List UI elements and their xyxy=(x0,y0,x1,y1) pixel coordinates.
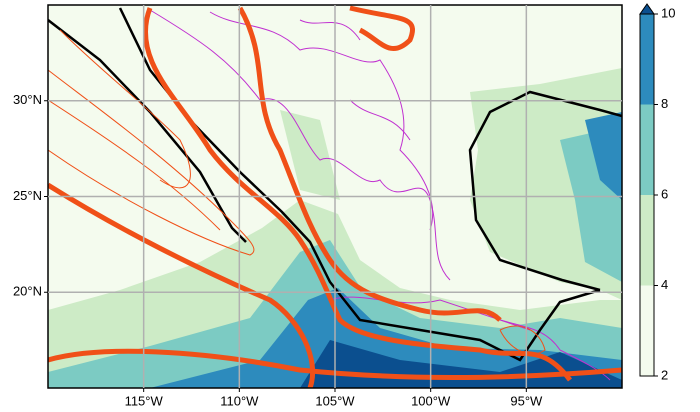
y-tick-label: 30°N xyxy=(13,92,42,107)
x-tick-label: 100°W xyxy=(411,393,451,408)
colorbar-tick-label: 10 xyxy=(661,5,675,20)
x-tick-label: 95°W xyxy=(510,393,543,408)
y-tick-label: 20°N xyxy=(13,284,42,299)
colorbar-band xyxy=(640,285,654,376)
x-tick-label: 115°W xyxy=(125,393,164,408)
colorbar-band xyxy=(640,14,654,105)
orange-contours xyxy=(48,5,622,388)
colorbar-tick-label: 4 xyxy=(661,277,668,292)
colorbar-tick-label: 2 xyxy=(661,367,668,382)
colorbar-band xyxy=(640,195,654,286)
x-tick-label: 110°W xyxy=(220,393,259,408)
x-tick-label: 105°W xyxy=(315,393,355,408)
y-tick-label: 25°N xyxy=(13,188,42,203)
colorbar-tick-label: 6 xyxy=(661,186,668,201)
colorbar-band xyxy=(640,104,654,195)
colorbar-tick-label: 8 xyxy=(661,96,668,111)
colorbar-extension xyxy=(639,3,655,15)
